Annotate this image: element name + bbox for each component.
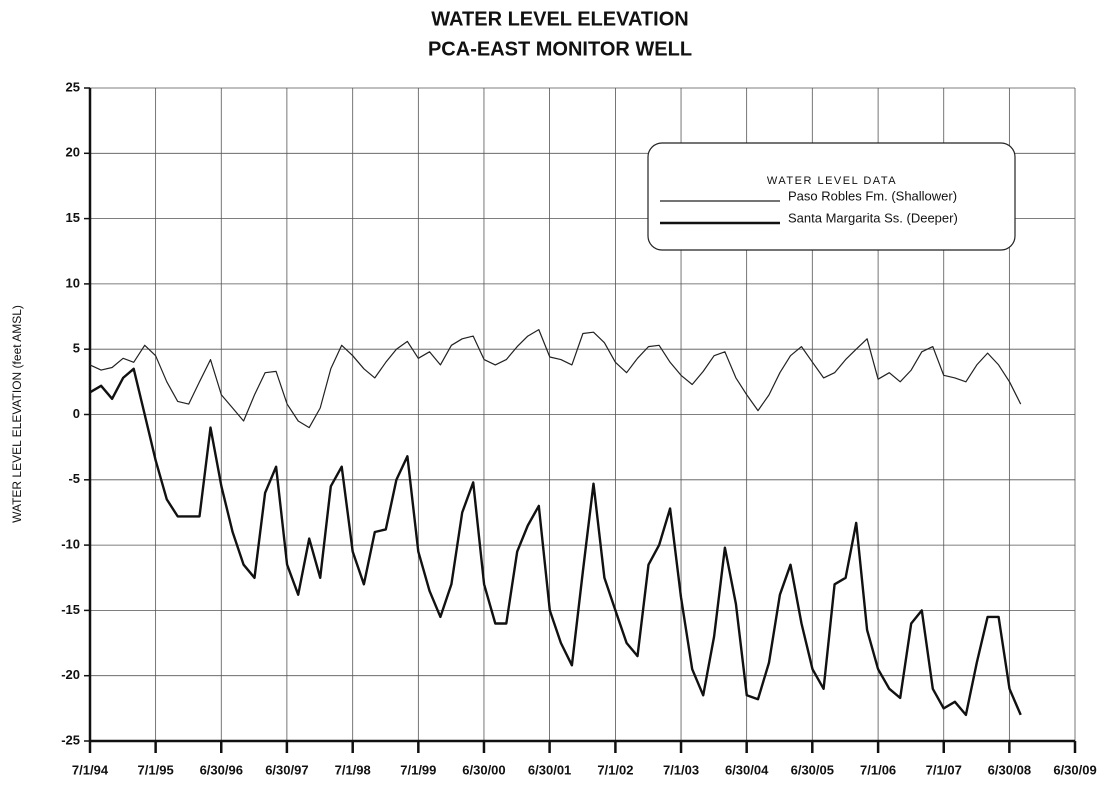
x-tick-label: 7/1/06 [860, 762, 896, 777]
x-tick-label: 6/30/01 [528, 762, 571, 777]
x-tick-label: 7/1/07 [926, 762, 962, 777]
y-tick-label: 5 [73, 341, 80, 356]
x-tick-label: 6/30/05 [791, 762, 834, 777]
x-tick-label: 6/30/09 [1053, 762, 1096, 777]
legend-label: Paso Robles Fm. (Shallower) [788, 188, 957, 203]
x-tick-label: 6/30/96 [200, 762, 243, 777]
x-tick-label: 6/30/97 [265, 762, 308, 777]
y-tick-label: 10 [66, 275, 80, 290]
x-tick-label: 7/1/95 [138, 762, 174, 777]
y-tick-label: 20 [66, 145, 80, 160]
legend-label: Santa Margarita Ss. (Deeper) [788, 210, 958, 225]
y-tick-label: -15 [61, 602, 80, 617]
x-tick-label: 7/1/02 [597, 762, 633, 777]
x-tick-label: 7/1/98 [335, 762, 371, 777]
x-tick-label: 7/1/94 [72, 762, 109, 777]
y-tick-label: -5 [68, 471, 80, 486]
x-tick-label: 6/30/08 [988, 762, 1031, 777]
x-tick-label: 7/1/03 [663, 762, 699, 777]
x-tick-label: 6/30/04 [725, 762, 769, 777]
series-line [89, 329, 1022, 429]
y-axis-label: WATER LEVEL ELEVATION (feet AMSL) [10, 305, 24, 523]
y-tick-label: -20 [61, 667, 80, 682]
x-tick-label: 7/1/99 [400, 762, 436, 777]
y-tick-label: 15 [66, 210, 80, 225]
y-tick-label: 0 [73, 406, 80, 421]
x-tick-label: 6/30/00 [462, 762, 505, 777]
series-line [89, 367, 1022, 717]
y-tick-label: -10 [61, 537, 80, 552]
chart-subtitle: PCA-EAST MONITOR WELL [428, 38, 692, 60]
y-tick-label: 25 [66, 79, 80, 94]
y-tick-label: -25 [61, 732, 80, 747]
chart-title: WATER LEVEL ELEVATION [431, 8, 688, 30]
legend-title: WATER LEVEL DATA [767, 175, 897, 187]
